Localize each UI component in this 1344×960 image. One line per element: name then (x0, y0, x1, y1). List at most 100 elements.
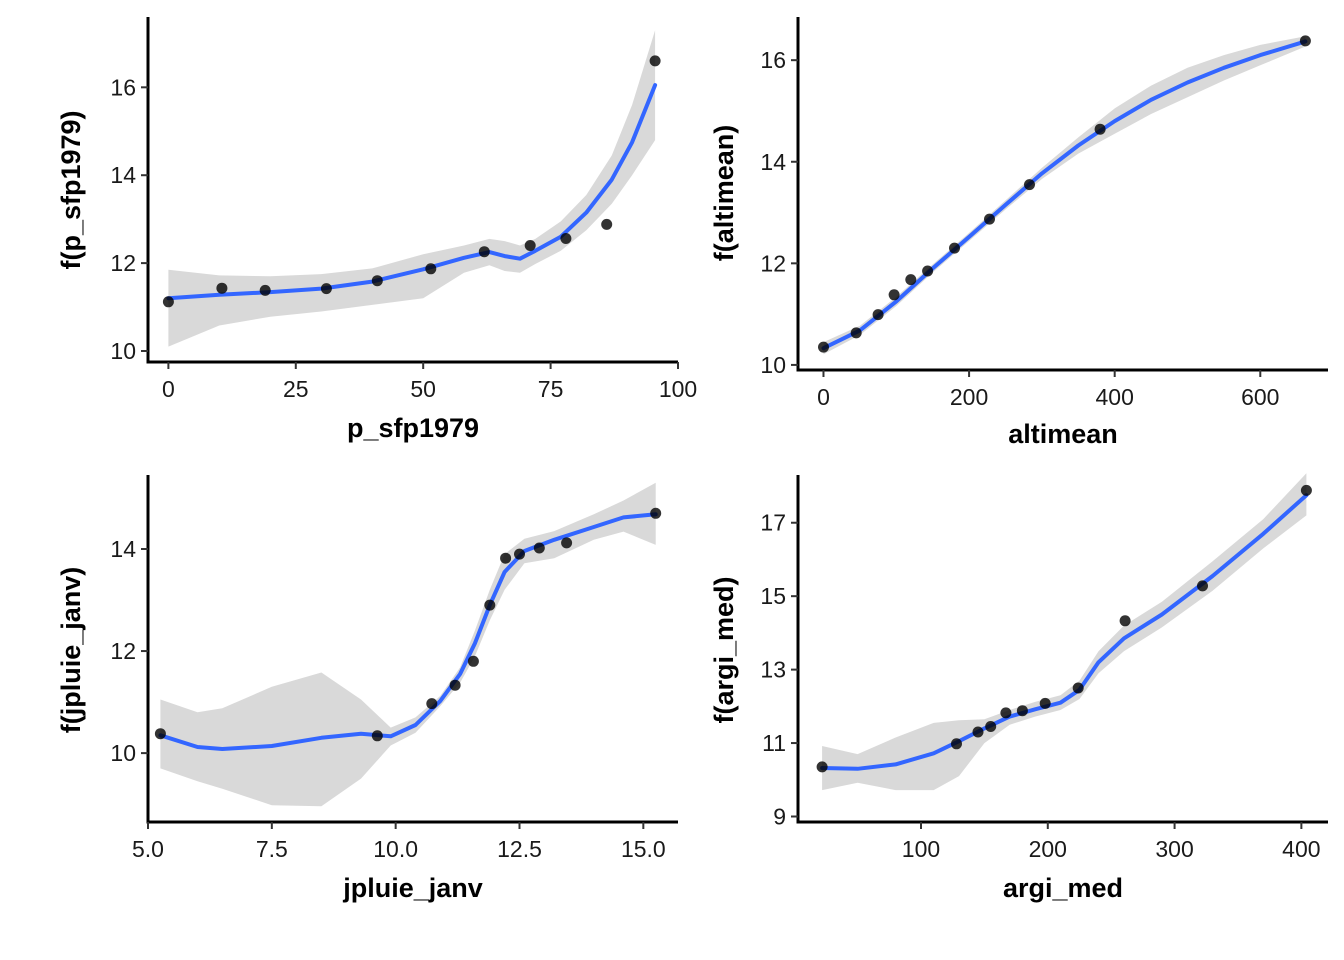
data-point (1024, 179, 1035, 191)
x-tick-label: 7.5 (256, 836, 288, 862)
x-tick-label: 50 (410, 376, 436, 402)
y-axis-title: f(altimean) (709, 125, 739, 262)
smooth-line (166, 83, 658, 301)
point-layer (816, 484, 1312, 773)
data-point (371, 730, 383, 742)
data-point (601, 218, 613, 230)
data-point (985, 721, 997, 732)
y-tick-label: 14 (110, 536, 136, 562)
data-point (984, 213, 995, 225)
data-point (649, 55, 661, 67)
data-point (1119, 615, 1131, 627)
y-tick-label: 10 (110, 338, 136, 364)
data-point (484, 599, 496, 611)
x-tick-label: 5.0 (132, 836, 164, 862)
confidence-band (168, 30, 656, 347)
data-point (972, 726, 984, 738)
data-point (872, 309, 884, 321)
data-point (905, 274, 917, 286)
x-tick-label: 100 (659, 376, 697, 402)
x-tick-label: 12.5 (497, 836, 542, 862)
data-point (850, 327, 862, 339)
y-tick-label: 14 (110, 162, 136, 188)
x-tick-label: 75 (538, 376, 564, 402)
x-axis-title: altimean (1008, 419, 1118, 449)
data-point (560, 233, 572, 244)
y-tick-label: 12 (110, 250, 136, 276)
y-axis-title: f(argi_med) (709, 576, 739, 723)
point-layer (154, 507, 662, 742)
y-tick-label: 10 (110, 740, 136, 766)
data-point (922, 265, 934, 277)
data-point (818, 341, 829, 353)
ci-band-layer (822, 473, 1307, 791)
y-tick-label: 14 (760, 149, 786, 175)
y-tick-label: 12 (110, 638, 136, 664)
confidence-band (823, 36, 1306, 355)
y-tick-label: 10 (760, 352, 786, 378)
data-point (1039, 697, 1051, 709)
data-point (949, 242, 960, 254)
x-tick-label: 300 (1155, 836, 1193, 862)
data-point (1000, 707, 1012, 719)
y-tick-label: 16 (110, 74, 136, 100)
y-tick-label: 12 (760, 250, 786, 276)
data-point (514, 548, 525, 560)
y-tick-label: 15 (760, 583, 786, 609)
confidence-band (822, 473, 1307, 791)
data-point (478, 246, 490, 258)
x-tick-label: 400 (1282, 836, 1320, 862)
y-tick-label: 16 (760, 47, 786, 73)
data-point (1072, 682, 1084, 694)
panel-p-sfp1979: 0 25 50 75 100 10 12 14 16 p_sfp1979 f(p_sfp1979… (56, 17, 697, 443)
smooth-line-layer (166, 83, 658, 301)
data-point (650, 507, 662, 519)
x-tick-label: 0 (162, 376, 175, 402)
data-point (425, 263, 437, 275)
data-point (888, 289, 900, 301)
smooth-line (820, 493, 1309, 771)
y-axis-title: f(p_sfp1979) (56, 110, 86, 269)
data-point (154, 728, 166, 740)
axis-layer: 100 200 300 400 9 11 13 15 17 (760, 475, 1328, 862)
ci-band-layer (823, 36, 1306, 355)
data-point (1016, 705, 1028, 717)
axis-layer: 0 25 50 75 100 10 12 14 16 (110, 17, 697, 402)
data-point (1197, 580, 1208, 592)
data-point (1300, 484, 1312, 496)
y-tick-label: 17 (760, 510, 786, 536)
smooth-line-layer (821, 39, 1308, 351)
data-point (1299, 35, 1311, 47)
x-axis-title: p_sfp1979 (347, 413, 479, 443)
panel-altimean: 0 200 400 600 10 12 14 16 altimean f(altimean) (709, 17, 1328, 449)
data-point (449, 679, 461, 691)
x-tick-label: 200 (950, 384, 988, 410)
panel-jpluie-janv: 5.0 7.5 10.0 12.5 15.0 10 12 14 jpluie_janv f(j… (56, 475, 678, 903)
data-point (162, 296, 174, 308)
data-point (816, 761, 828, 773)
x-tick-label: 15.0 (621, 836, 666, 862)
x-tick-label: 200 (1029, 836, 1067, 862)
axis-layer: 5.0 7.5 10.0 12.5 15.0 10 12 14 (110, 475, 678, 862)
data-point (500, 552, 512, 564)
panel-argi-med: 100 200 300 400 9 11 13 15 17 argi_med f(argi_me… (709, 473, 1328, 903)
data-point (259, 284, 271, 296)
smooth-line-layer (820, 493, 1309, 771)
y-tick-label: 13 (760, 657, 786, 683)
x-tick-label: 100 (902, 836, 940, 862)
smooth-line (821, 39, 1308, 351)
data-point (216, 282, 228, 294)
ci-band-layer (160, 482, 656, 807)
data-point (426, 698, 438, 710)
data-point (561, 537, 573, 549)
y-tick-label: 11 (762, 730, 786, 756)
y-axis-title: f(jpluie_janv) (56, 567, 86, 734)
x-tick-label: 0 (817, 384, 830, 410)
data-point (533, 542, 545, 554)
axis-layer: 0 200 400 600 10 12 14 16 (760, 17, 1328, 410)
y-tick-label: 9 (773, 803, 786, 829)
ci-band-layer (168, 30, 656, 347)
confidence-band (160, 482, 656, 807)
data-point (1094, 123, 1106, 135)
